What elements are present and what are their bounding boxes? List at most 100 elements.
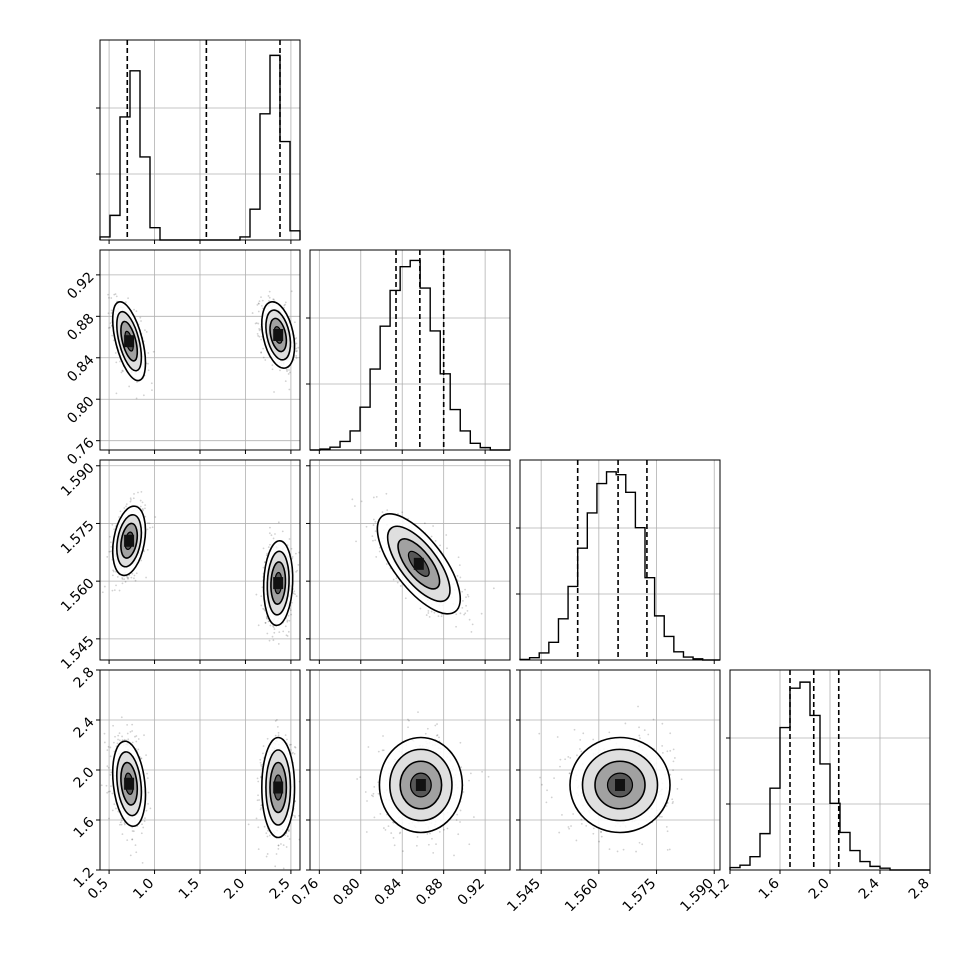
scatter-point: [128, 385, 131, 388]
density-peak: [273, 781, 284, 794]
y-tick-label: 2.8: [71, 664, 98, 691]
scatter-point: [272, 625, 274, 627]
scatter-point: [435, 734, 438, 737]
scatter-point: [295, 337, 298, 339]
scatter-point: [401, 511, 404, 514]
scatter-point: [377, 750, 380, 753]
scatter-point: [461, 590, 464, 593]
scatter-point: [288, 829, 291, 832]
scatter-point: [442, 828, 445, 831]
scatter-point: [635, 850, 637, 853]
scatter-point: [115, 392, 118, 395]
scatter-point: [257, 322, 260, 325]
y-tick-label: 1.545: [58, 633, 98, 673]
density-peak: [273, 328, 284, 341]
scatter-point: [492, 587, 495, 590]
scatter-point: [284, 380, 287, 383]
scatter-point: [126, 723, 129, 726]
scatter-point: [374, 539, 377, 542]
scatter-point: [147, 791, 150, 794]
scatter-point: [462, 599, 464, 602]
scatter-point: [293, 752, 296, 755]
scatter-point: [569, 757, 572, 759]
scatter-point: [256, 777, 259, 780]
scatter-point: [399, 585, 402, 587]
scatter-point: [666, 848, 669, 851]
scatter-point: [109, 755, 112, 758]
scatter-point: [121, 369, 124, 372]
scatter-point: [288, 828, 290, 831]
scatter-point: [286, 635, 289, 637]
scatter-point: [119, 510, 122, 513]
scatter-point: [266, 835, 269, 838]
scatter-point: [578, 748, 581, 750]
scatter-point: [295, 595, 298, 598]
scatter-point: [672, 760, 675, 763]
scatter-point: [142, 826, 145, 829]
scatter-point: [111, 523, 114, 526]
scatter-point: [464, 588, 466, 591]
scatter-point: [129, 730, 132, 733]
scatter-point: [469, 772, 472, 775]
scatter-point: [417, 711, 419, 714]
scatter-point: [546, 789, 548, 792]
scatter-point: [273, 628, 276, 630]
scatter-point: [284, 734, 287, 737]
scatter-point: [387, 825, 390, 828]
scatter-point: [416, 836, 419, 838]
scatter-point: [576, 754, 578, 757]
scatter-point: [288, 538, 291, 540]
scatter-point: [112, 741, 115, 744]
scatter-point: [290, 743, 292, 746]
scatter-point: [277, 844, 280, 847]
scatter-point: [260, 764, 262, 766]
scatter-point: [438, 736, 440, 739]
scatter-point: [147, 362, 149, 365]
scatter-point: [251, 312, 254, 314]
scatter-point: [365, 525, 368, 528]
scatter-point: [436, 734, 439, 736]
scatter-point: [133, 493, 135, 495]
panel-frame: [309, 249, 511, 451]
panel-3-1: 0.76 0.80 0.84 0.88 0.92: [289, 669, 511, 909]
scatter-point: [262, 745, 265, 747]
scatter-point: [377, 792, 380, 795]
scatter-point: [672, 800, 674, 803]
scatter-point: [425, 614, 428, 616]
scatter-point: [267, 620, 270, 623]
scatter-point: [123, 738, 126, 741]
scatter-point: [134, 735, 136, 738]
scatter-point: [290, 290, 293, 293]
scatter-point: [276, 718, 278, 721]
panel-1-0: 0.760.800.840.880.92: [64, 249, 301, 468]
scatter-point: [395, 577, 398, 580]
scatter-point: [440, 615, 443, 618]
scatter-point: [386, 509, 389, 511]
scatter-point: [119, 821, 122, 824]
scatter-point: [258, 799, 261, 801]
scatter-point: [139, 316, 142, 319]
histogram-1: [310, 259, 510, 451]
scatter-point: [257, 302, 260, 305]
scatter-point: [672, 748, 675, 751]
scatter-point: [271, 364, 274, 367]
scatter-point: [268, 543, 271, 546]
scatter-point: [290, 547, 293, 550]
scatter-point: [260, 595, 263, 598]
scatter-point: [121, 578, 124, 580]
scatter-point: [427, 610, 430, 612]
scatter-point: [294, 746, 297, 749]
scatter-point: [141, 501, 144, 504]
scatter-point: [266, 632, 269, 635]
scatter-point: [293, 590, 296, 593]
scatter-point: [260, 807, 263, 809]
scatter-point: [114, 293, 117, 295]
scatter-point: [147, 522, 149, 525]
scatter-point: [461, 606, 464, 609]
scatter-point: [274, 720, 277, 722]
scatter-point: [260, 804, 263, 807]
scatter-point: [255, 817, 258, 820]
scatter-point: [121, 577, 124, 579]
scatter-point: [294, 816, 296, 819]
scatter-point: [294, 745, 296, 748]
